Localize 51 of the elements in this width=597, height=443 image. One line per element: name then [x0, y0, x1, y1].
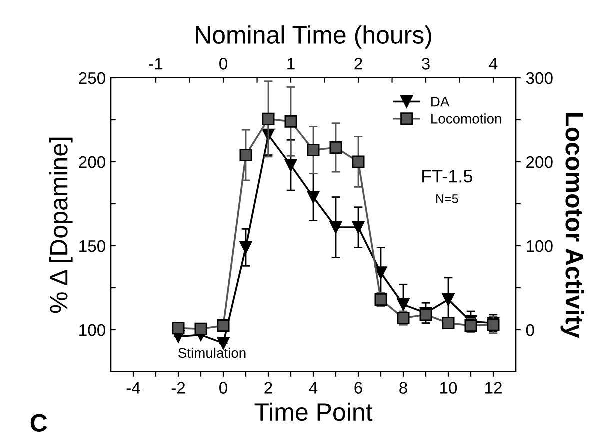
- point: [240, 149, 252, 162]
- x2-tick-label: -1: [149, 58, 163, 70]
- x2-tick-label: 0: [220, 58, 228, 70]
- point: [172, 322, 185, 335]
- point: [330, 221, 342, 234]
- annotation: FT-1.5: [422, 170, 472, 183]
- annotation: N=5: [436, 194, 458, 204]
- y2-tick-label: 100: [526, 240, 553, 252]
- x-tick-label: -4: [126, 382, 140, 394]
- point: [374, 266, 388, 280]
- x-tick-label: 6: [354, 382, 362, 394]
- x-tick-label: 8: [400, 382, 408, 394]
- text: C: [30, 414, 48, 432]
- point: [352, 221, 365, 234]
- legend-label: DA: [432, 97, 450, 107]
- point: [352, 156, 365, 168]
- x-tick-label: 12: [486, 382, 502, 394]
- x2-tick-label: 3: [422, 58, 430, 70]
- point: [330, 141, 342, 154]
- point: [262, 112, 275, 126]
- point: [240, 241, 252, 254]
- y2-tick-label: 200: [526, 156, 553, 168]
- point: [397, 298, 410, 312]
- point: [284, 115, 298, 128]
- point: [217, 320, 230, 332]
- x-tick-label: -2: [172, 382, 186, 394]
- y-tick-label: 200: [79, 156, 106, 168]
- y-tick-label: 100: [80, 324, 106, 336]
- y-axis-title: % Δ [Dopamine]: [49, 138, 73, 314]
- legend-label: Locomotion: [432, 114, 502, 124]
- x-tick-label: 0: [220, 382, 228, 394]
- annotation: Stimulation: [178, 348, 246, 358]
- point: [194, 322, 208, 336]
- y-tick-label: 250: [79, 72, 106, 84]
- point: [442, 317, 455, 330]
- x2-axis-title: Nominal Time (hours): [196, 26, 432, 49]
- y2-axis-title: Locomotor Activity: [560, 113, 584, 338]
- point: [307, 144, 320, 156]
- x-tick-label: 4: [309, 382, 318, 394]
- x-axis-title: Time Point: [254, 402, 373, 422]
- point: [307, 191, 320, 204]
- x-tick-label: 2: [264, 382, 272, 394]
- y2-tick-label: 0: [526, 324, 534, 336]
- point: [442, 294, 455, 306]
- x2-tick-label: 2: [354, 58, 362, 70]
- x2-tick-label: 4: [489, 58, 498, 70]
- x-tick-label: 10: [440, 382, 458, 394]
- y2-tick-label: 300: [526, 72, 553, 84]
- x2-tick-label: 1: [288, 58, 295, 70]
- y-tick-label: 150: [80, 240, 106, 252]
- point: [284, 159, 298, 172]
